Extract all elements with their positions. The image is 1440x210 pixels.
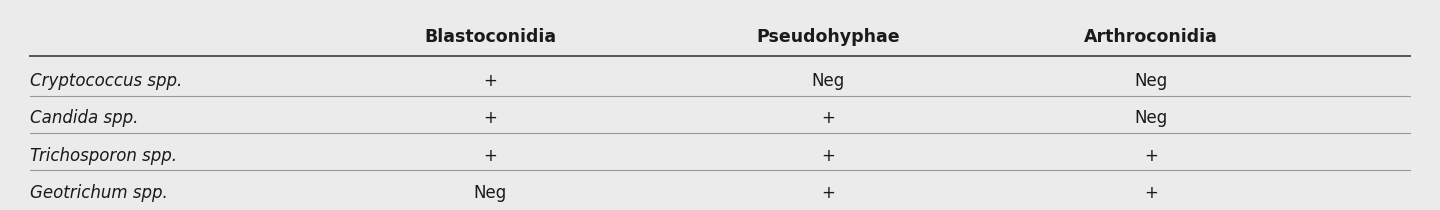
Text: Trichosporon spp.: Trichosporon spp. bbox=[30, 147, 177, 165]
Text: +: + bbox=[821, 109, 835, 127]
Text: Blastoconidia: Blastoconidia bbox=[423, 28, 556, 46]
Text: Cryptococcus spp.: Cryptococcus spp. bbox=[30, 72, 183, 90]
Text: Neg: Neg bbox=[474, 184, 507, 202]
Text: +: + bbox=[1145, 147, 1158, 165]
Text: Neg: Neg bbox=[1135, 72, 1168, 90]
Text: +: + bbox=[482, 147, 497, 165]
Text: +: + bbox=[821, 184, 835, 202]
Text: Candida spp.: Candida spp. bbox=[30, 109, 138, 127]
Text: +: + bbox=[821, 147, 835, 165]
Text: +: + bbox=[1145, 184, 1158, 202]
Text: Neg: Neg bbox=[1135, 109, 1168, 127]
Text: Neg: Neg bbox=[811, 72, 844, 90]
Text: +: + bbox=[482, 109, 497, 127]
Text: Pseudohyphae: Pseudohyphae bbox=[756, 28, 900, 46]
Text: +: + bbox=[482, 72, 497, 90]
Text: Arthroconidia: Arthroconidia bbox=[1084, 28, 1218, 46]
Text: Geotrichum spp.: Geotrichum spp. bbox=[30, 184, 168, 202]
